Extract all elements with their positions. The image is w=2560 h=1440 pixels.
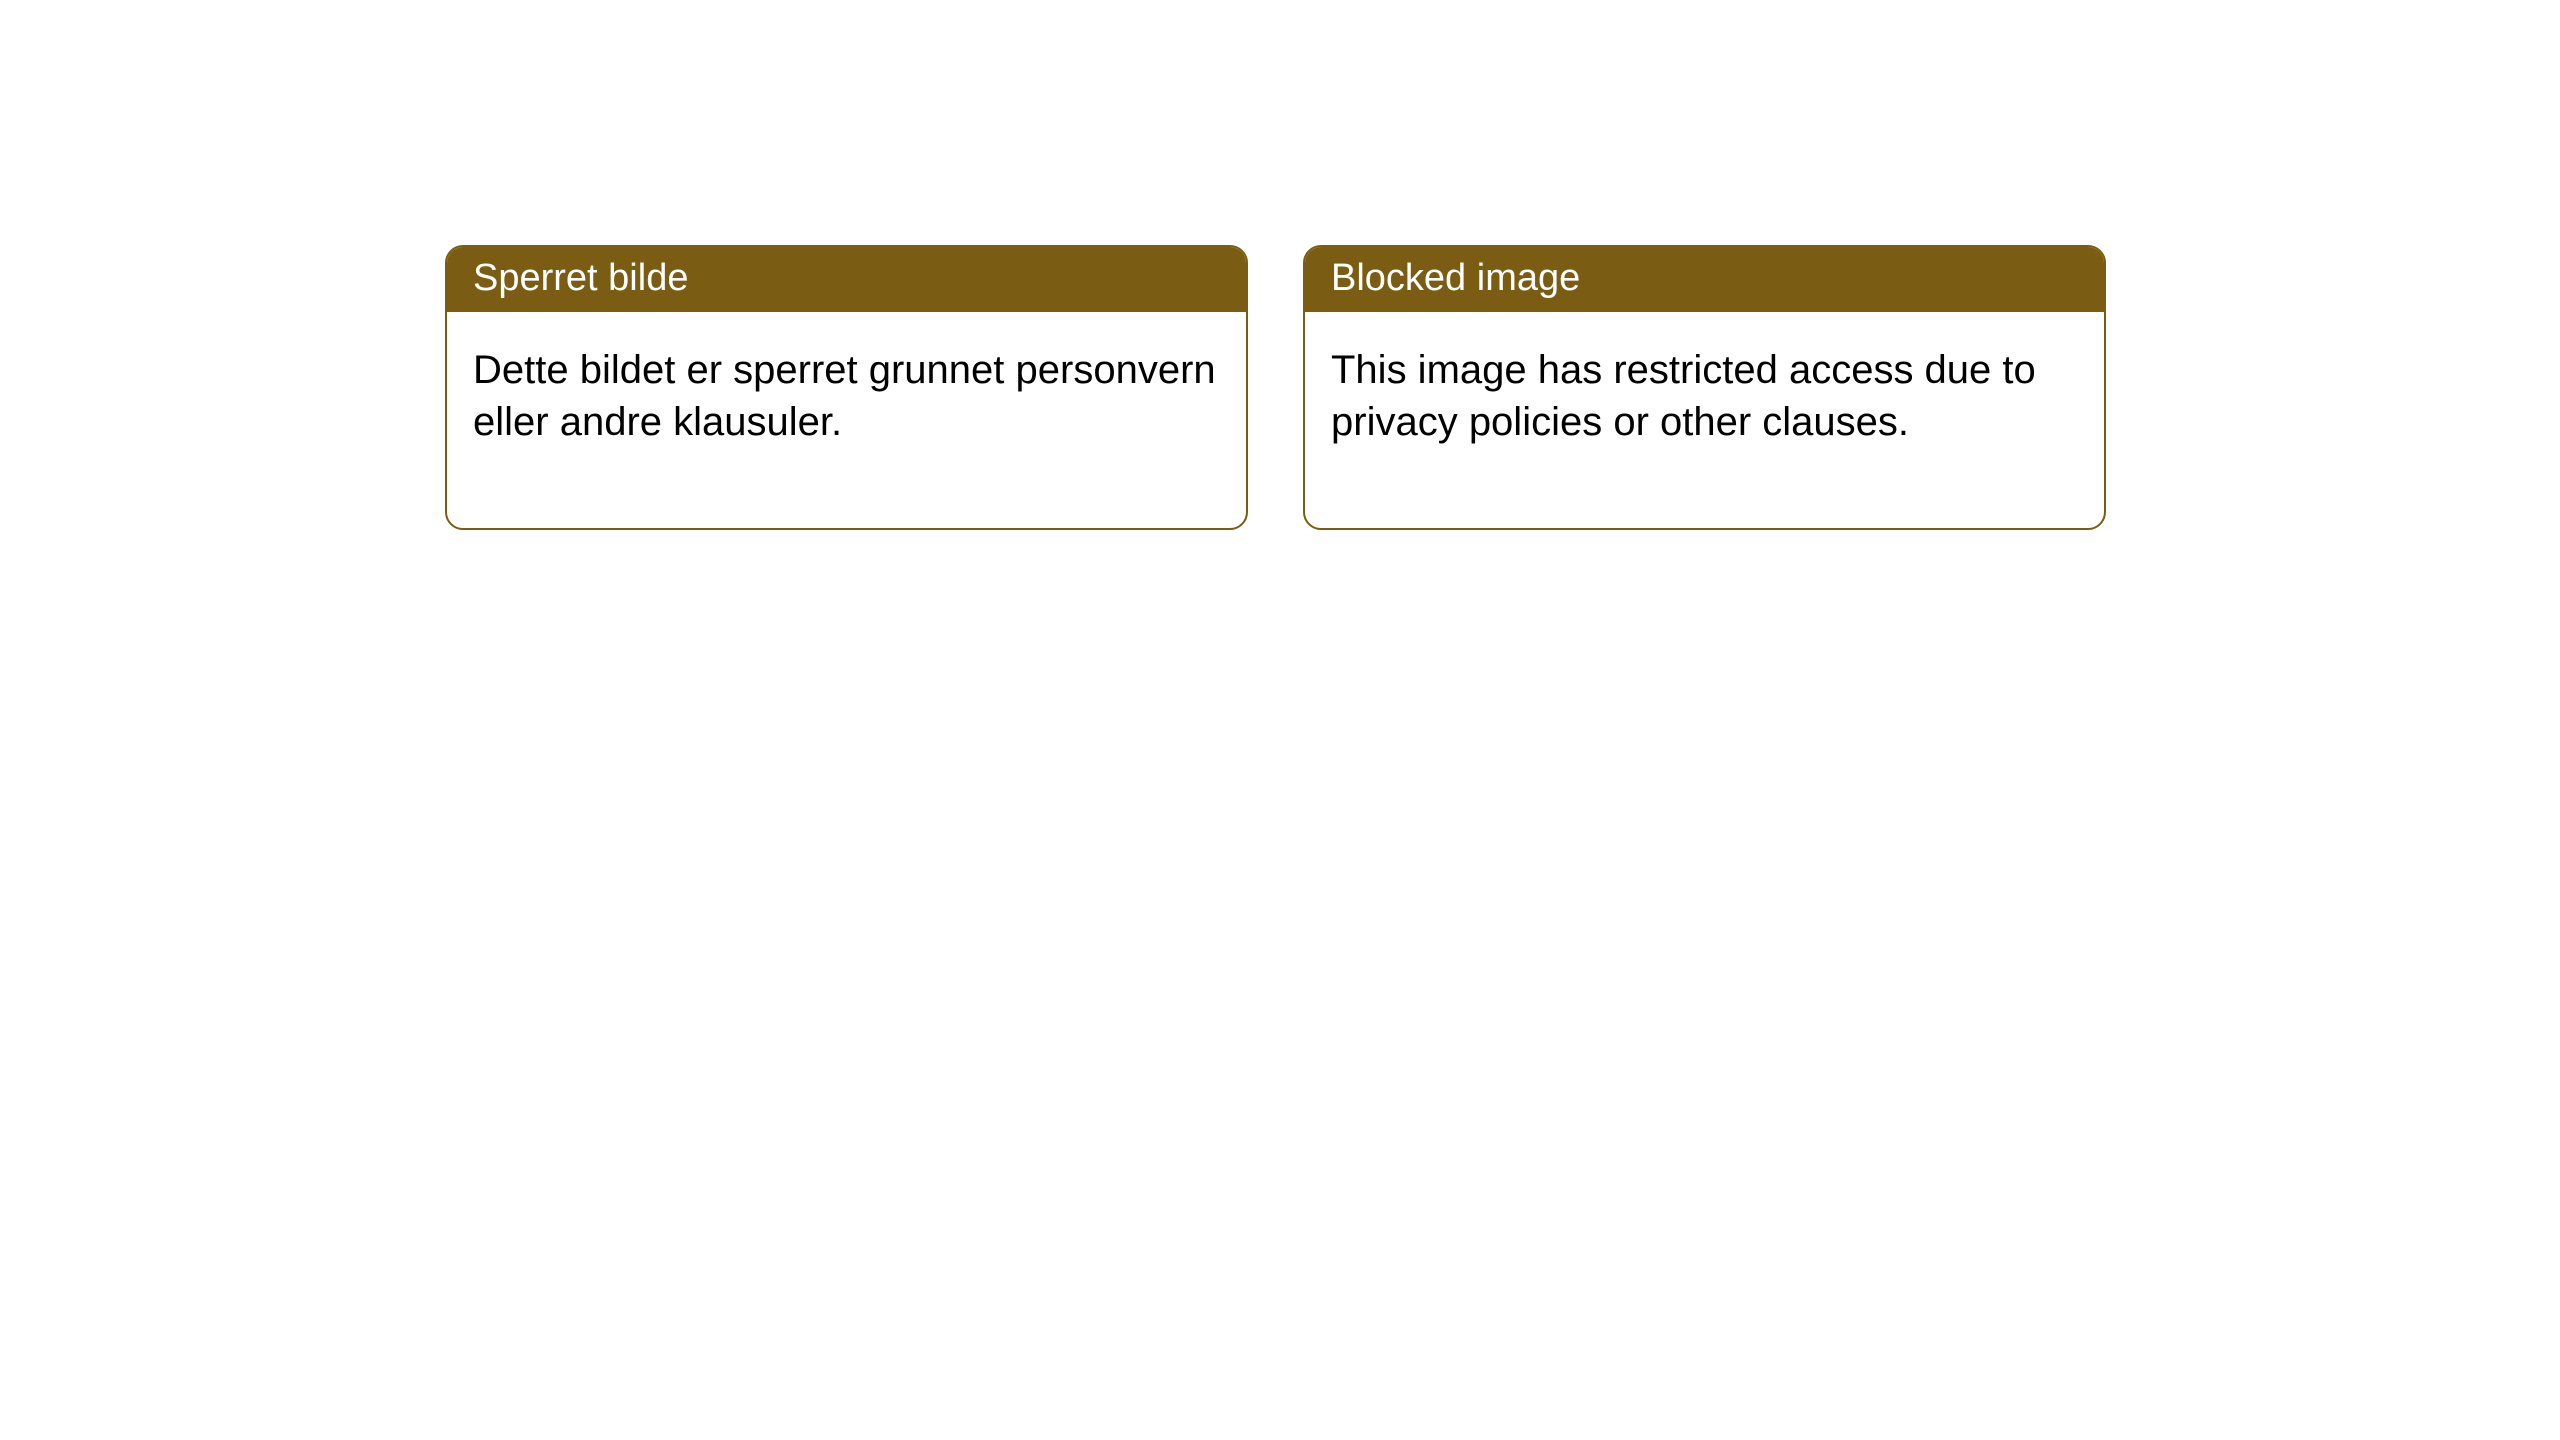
card-body-english: This image has restricted access due to … — [1305, 312, 2104, 528]
card-norwegian: Sperret bilde Dette bildet er sperret gr… — [445, 245, 1248, 530]
cards-container: Sperret bilde Dette bildet er sperret gr… — [445, 245, 2106, 530]
card-header-english: Blocked image — [1305, 247, 2104, 312]
card-english: Blocked image This image has restricted … — [1303, 245, 2106, 530]
card-body-norwegian: Dette bildet er sperret grunnet personve… — [447, 312, 1246, 528]
card-header-norwegian: Sperret bilde — [447, 247, 1246, 312]
